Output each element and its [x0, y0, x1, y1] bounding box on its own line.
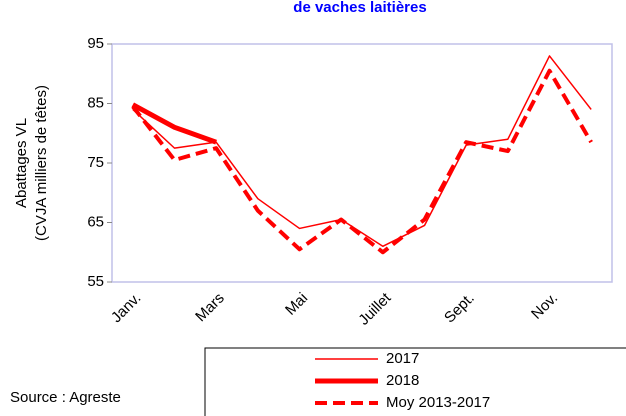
- legend-label: 2017: [386, 350, 419, 367]
- y-axis-label: Abattages VL: [13, 118, 30, 208]
- y-tick-label: 55: [87, 273, 104, 290]
- x-tick-label: Mai: [282, 290, 311, 319]
- x-tick-label: Juillet: [355, 289, 395, 329]
- legend-label: 2018: [386, 372, 419, 389]
- x-tick-label: Nov.: [528, 290, 561, 323]
- y-tick-label: 65: [87, 213, 104, 230]
- y-axis-label: (CVJA milliers de têtes): [33, 85, 50, 241]
- y-tick-label: 95: [87, 35, 104, 52]
- y-tick-label: 75: [87, 154, 104, 171]
- source: Source : Agreste: [10, 389, 121, 406]
- legend-box: [204, 347, 626, 416]
- series-line: [131, 102, 218, 145]
- x-tick-label: Mars: [192, 290, 228, 326]
- chart-title: de vaches laitières: [293, 0, 426, 16]
- y-tick-label: 85: [87, 94, 104, 111]
- x-tick-label: Sept.: [441, 290, 478, 327]
- series-line: [132, 55, 592, 248]
- series-line: [131, 68, 593, 255]
- x-tick-label: Janv.: [108, 290, 145, 327]
- legend-label: Moy 2013-2017: [386, 394, 490, 411]
